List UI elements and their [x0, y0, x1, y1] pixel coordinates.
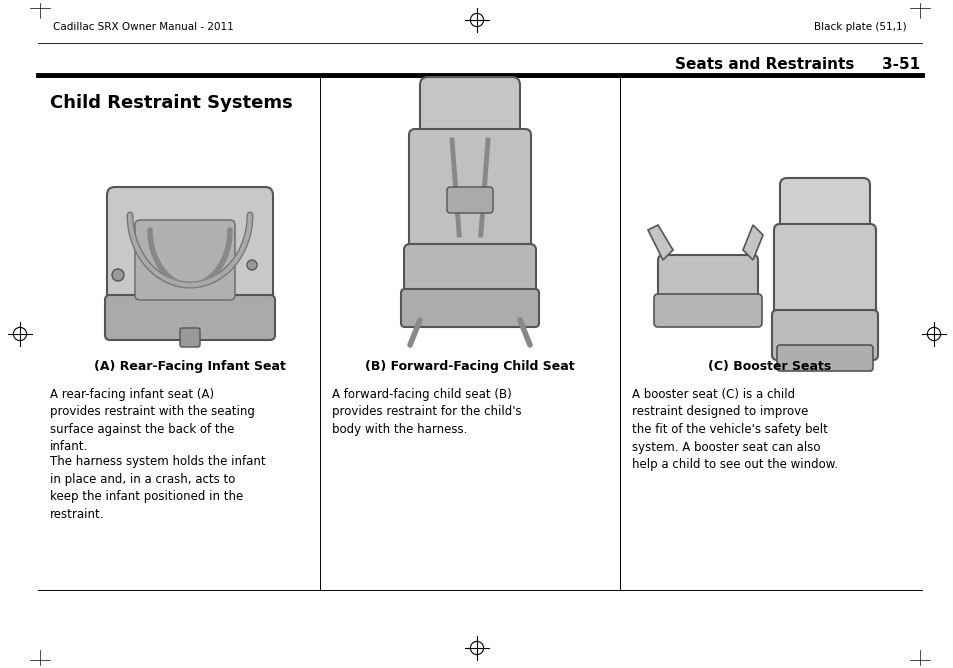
FancyBboxPatch shape: [771, 310, 877, 360]
Text: Seats and Restraints: Seats and Restraints: [674, 57, 853, 72]
FancyBboxPatch shape: [107, 187, 273, 313]
Text: Black plate (51,1): Black plate (51,1): [814, 22, 906, 32]
Text: A booster seat (C) is a child
restraint designed to improve
the fit of the vehic: A booster seat (C) is a child restraint …: [631, 388, 837, 471]
Circle shape: [247, 260, 256, 270]
FancyBboxPatch shape: [447, 187, 493, 213]
FancyBboxPatch shape: [135, 220, 234, 300]
Text: (B) Forward-Facing Child Seat: (B) Forward-Facing Child Seat: [365, 360, 575, 373]
Text: A rear-facing infant seat (A)
provides restraint with the seating
surface agains: A rear-facing infant seat (A) provides r…: [50, 388, 254, 454]
FancyBboxPatch shape: [403, 244, 536, 306]
FancyBboxPatch shape: [773, 224, 875, 326]
Text: (A) Rear-Facing Infant Seat: (A) Rear-Facing Infant Seat: [94, 360, 286, 373]
Text: (C) Booster Seats: (C) Booster Seats: [708, 360, 831, 373]
Polygon shape: [647, 225, 672, 260]
Text: Cadillac SRX Owner Manual - 2011: Cadillac SRX Owner Manual - 2011: [53, 22, 233, 32]
Polygon shape: [742, 225, 762, 260]
FancyBboxPatch shape: [658, 255, 758, 315]
FancyBboxPatch shape: [419, 77, 519, 143]
FancyBboxPatch shape: [654, 294, 761, 327]
FancyBboxPatch shape: [180, 328, 200, 347]
Text: 3-51: 3-51: [881, 57, 919, 72]
FancyBboxPatch shape: [105, 295, 274, 340]
Text: The harness system holds the infant
in place and, in a crash, acts to
keep the i: The harness system holds the infant in p…: [50, 455, 265, 520]
FancyBboxPatch shape: [776, 345, 872, 371]
Circle shape: [112, 269, 124, 281]
FancyBboxPatch shape: [409, 129, 531, 261]
Text: A forward-facing child seat (B)
provides restraint for the child's
body with the: A forward-facing child seat (B) provides…: [332, 388, 521, 436]
Text: Child Restraint Systems: Child Restraint Systems: [50, 94, 293, 112]
FancyBboxPatch shape: [780, 178, 869, 242]
FancyBboxPatch shape: [400, 289, 538, 327]
